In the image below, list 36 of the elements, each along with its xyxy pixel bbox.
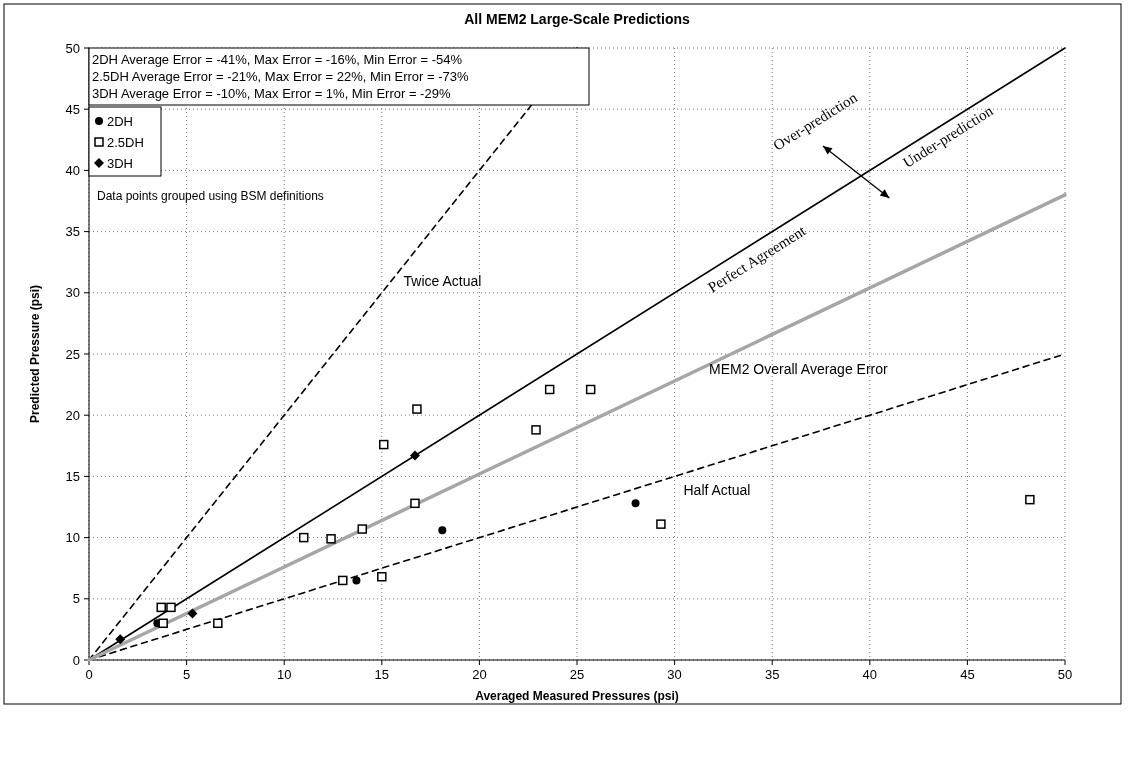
legend-label: 3DH: [107, 156, 134, 171]
annotation: 2DH Average Error = -41%, Max Error = -16%, Min Error = -54%: [92, 52, 463, 67]
y-tick-label: 5: [72, 591, 80, 607]
y-tick-label: 25: [65, 346, 80, 362]
x-tick-label: 35: [764, 667, 780, 682]
y-tick-label: 15: [65, 468, 80, 484]
legend-label: 2DH: [107, 114, 134, 129]
y-tick-label: 45: [65, 101, 80, 117]
series-label: Half Actual: [683, 481, 751, 498]
y-tick-label: 35: [65, 224, 80, 240]
y-tick-label: 30: [65, 285, 80, 301]
x-tick-label: 10: [276, 667, 292, 682]
x-axis-title: Averaged Measured Pressures (psi): [475, 689, 679, 703]
x-tick-label: 0: [85, 667, 93, 682]
chart-title: All MEM2 Large-Scale Predictions: [464, 11, 691, 27]
text-box: 2DH Average Error = -41%, Max Error = -16%, Min Error = -54% 2.5DH Average Error = -21%, Max Error = 22%, Min Error = -73% 3DH Average Error = -10%, Max Error = 1%, Min Error = -29%: [88, 47, 590, 106]
x-tick-label: 20: [472, 667, 487, 682]
series-label: Twice Actual: [403, 272, 482, 289]
series-label: MEM2 Overall Average Error: [709, 361, 889, 378]
x-tick-label: 30: [667, 667, 682, 682]
annotation: 2.5DH Average Error = -21%, Max Error = 22%, Min Error = -73%: [92, 69, 469, 84]
x-tick-label: 45: [960, 667, 975, 682]
y-tick-label: 40: [65, 162, 80, 178]
annotation: 3DH Average Error = -10%, Max Error = 1%, Min Error = -29%: [92, 86, 451, 101]
y-tick-label: 0: [72, 652, 80, 668]
x-tick-label: 15: [374, 667, 390, 682]
x-tick-label: 5: [182, 667, 191, 682]
x-tick-label: 50: [1057, 667, 1073, 682]
annotation: Data points grouped using BSM definitions: [97, 189, 324, 203]
x-tick-label: 25: [569, 667, 585, 682]
y-tick-label: 10: [65, 530, 80, 546]
y-tick-label: 20: [65, 407, 80, 423]
legend-label: 2.5DH: [107, 135, 144, 150]
y-axis-title: Predicted Pressure (psi): [28, 284, 42, 424]
x-tick-label: 40: [862, 667, 878, 682]
y-tick-label: 50: [65, 40, 80, 56]
